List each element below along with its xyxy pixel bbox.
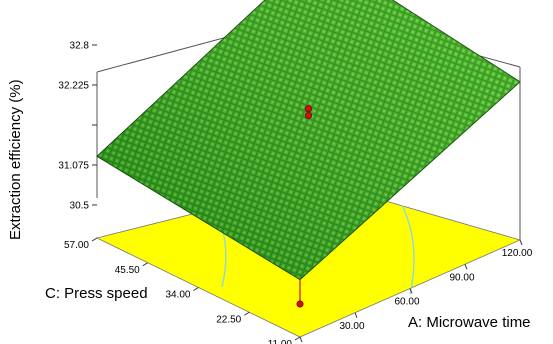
- x-tick-label: 60.00: [394, 297, 419, 308]
- design-point: [304, 105, 312, 113]
- z-tick-label: 30.5: [70, 201, 90, 212]
- y-tick-label: 34.00: [165, 290, 190, 301]
- axis-ticks: 30.531.07532.22532.80.0030.0060.0090.001…: [58, 41, 532, 344]
- y-tick-label: 45.50: [115, 265, 140, 276]
- y-tick-mark: [193, 287, 199, 291]
- y-axis-label: C: Press speed: [45, 285, 148, 302]
- x-tick-mark: [409, 288, 413, 294]
- x-tick-mark: [464, 264, 468, 270]
- z-tick-label: 31.075: [58, 161, 89, 172]
- x-tick-mark: [299, 336, 303, 343]
- y-tick-label: 22.50: [216, 314, 241, 325]
- z-tick-label: 32.225: [58, 81, 89, 92]
- y-tick-mark: [243, 311, 250, 316]
- response-surface: [96, 0, 521, 281]
- design-point: [304, 112, 312, 120]
- y-tick-mark: [91, 237, 98, 242]
- y-tick-mark: [142, 262, 149, 267]
- floor-contour: [401, 204, 415, 295]
- y-tick-label: 57.00: [64, 240, 89, 251]
- x-tick-label: 30.00: [339, 321, 364, 332]
- z-tick-label: 32.8: [70, 41, 90, 52]
- y-tick-label: 11.00: [268, 339, 293, 344]
- design-points: [296, 105, 312, 308]
- y-tick-mark: [294, 336, 301, 341]
- design-point: [296, 300, 304, 308]
- x-tick-label: 90.00: [449, 272, 474, 283]
- surface-shading: [97, 0, 520, 280]
- x-tick-mark: [519, 239, 523, 246]
- x-tick-label: 120.00: [502, 248, 533, 259]
- z-axis-label: Extraction efficiency (%): [7, 79, 24, 240]
- x-axis-label: A: Microwave time: [408, 314, 531, 331]
- x-tick-mark: [354, 312, 358, 318]
